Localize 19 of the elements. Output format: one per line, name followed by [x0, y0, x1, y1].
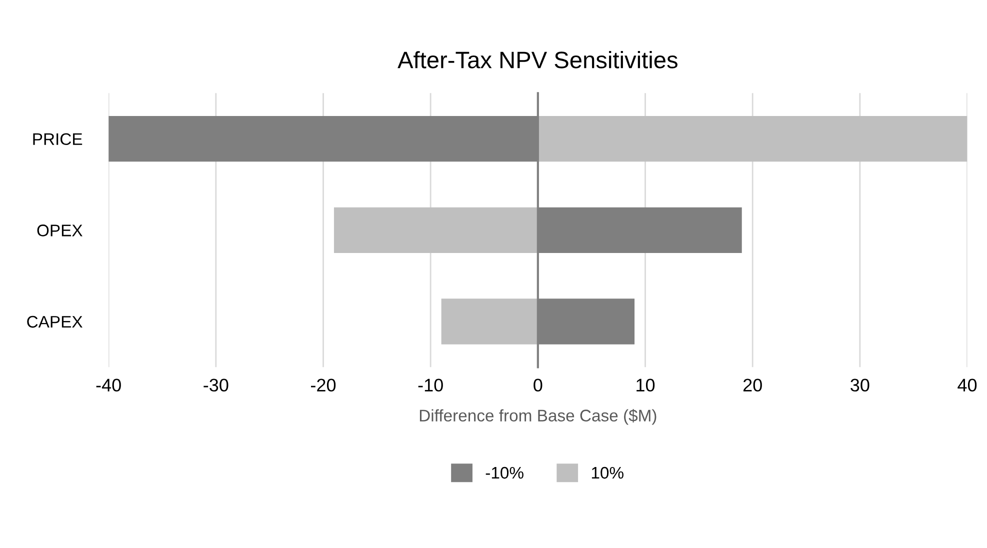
- x-tick-label: -30: [204, 378, 228, 392]
- bar: [538, 116, 968, 162]
- x-tick-label: 30: [850, 378, 870, 392]
- y-tick-label: PRICE: [33, 133, 82, 146]
- x-tick-label: -40: [96, 378, 121, 392]
- legend-label: 10%: [592, 466, 624, 479]
- x-tick-label: -20: [310, 378, 336, 392]
- x-tick-label: 40: [958, 378, 977, 392]
- x-tick-label: -10: [418, 378, 443, 392]
- x-axis-title: Difference from Base Case ($M): [420, 408, 656, 425]
- bar: [441, 298, 538, 344]
- bar: [334, 207, 538, 253]
- y-tick-label: OPEX: [37, 224, 82, 236]
- legend-label: -10%: [486, 466, 524, 479]
- y-tick-label: CAPEX: [27, 316, 82, 328]
- x-tick-label: 0: [534, 378, 542, 392]
- x-tick-label: 10: [636, 378, 655, 392]
- chart-title: After-Tax NPV Sensitivities: [398, 51, 678, 68]
- x-tick-label: 20: [743, 378, 762, 392]
